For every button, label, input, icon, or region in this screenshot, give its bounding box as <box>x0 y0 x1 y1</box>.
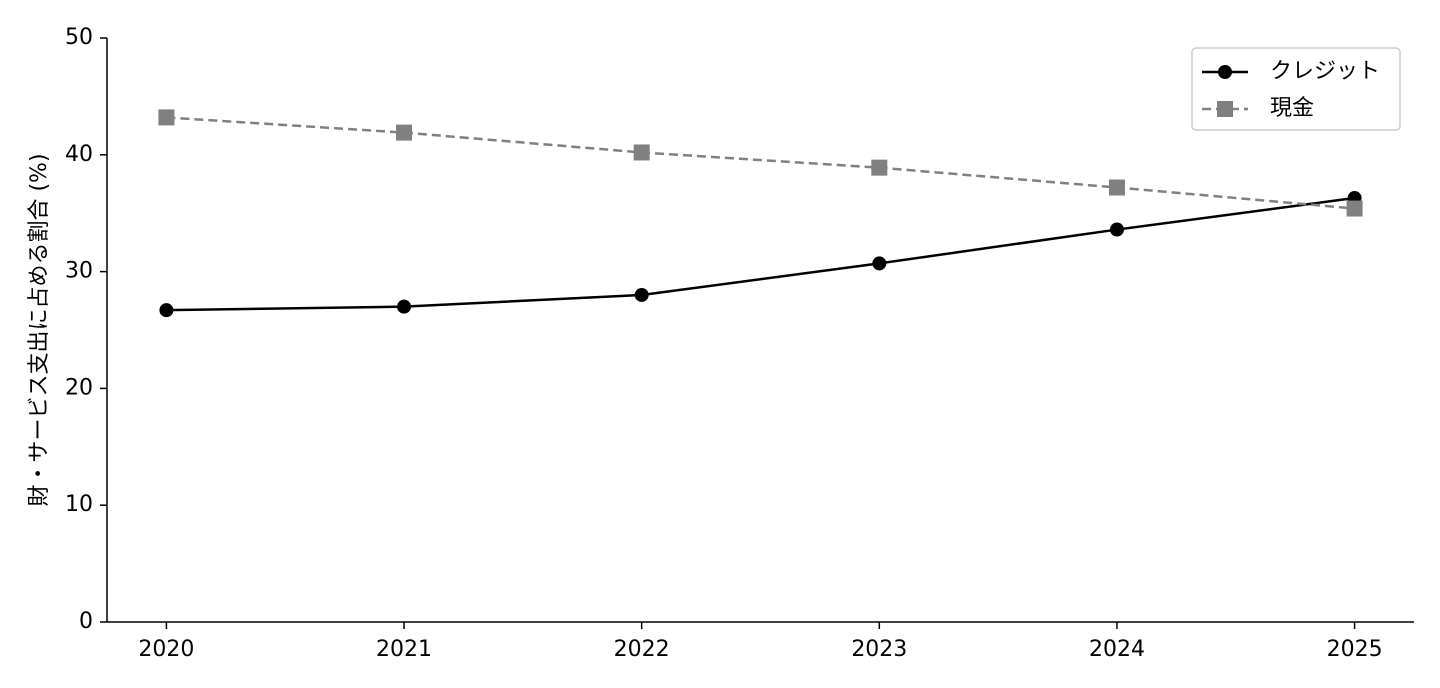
legend-marker <box>1217 101 1233 117</box>
data-point <box>397 299 412 314</box>
legend-label: クレジット <box>1270 59 1380 84</box>
series-line <box>166 116 1355 210</box>
data-point <box>634 287 649 302</box>
y-tick-label: 20 <box>65 375 93 400</box>
data-point <box>633 144 650 161</box>
data-point <box>1109 222 1124 237</box>
y-tick-label: 50 <box>65 25 93 50</box>
legend-marker <box>1218 65 1232 79</box>
y-axis-label: 財・サービス支出に占める割合 (%) <box>27 153 52 506</box>
x-tick-label: 2024 <box>1089 637 1145 662</box>
y-tick-label: 10 <box>65 492 93 517</box>
series-line <box>166 196 1355 312</box>
y-tick-label: 0 <box>79 609 93 634</box>
x-tick-label: 2022 <box>614 637 670 662</box>
data-point <box>1108 179 1125 196</box>
x-tick-label: 2020 <box>138 637 194 662</box>
data-point <box>396 124 413 141</box>
data-point <box>158 109 175 126</box>
x-tick-label: 2021 <box>376 637 432 662</box>
data-point <box>871 159 888 176</box>
data-point <box>872 256 887 271</box>
legend-label: 現金 <box>1270 96 1314 121</box>
data-point <box>159 303 174 318</box>
y-tick-label: 40 <box>65 142 93 167</box>
y-tick-label: 30 <box>65 259 93 284</box>
data-point <box>1346 200 1363 217</box>
x-tick-label: 2025 <box>1327 637 1383 662</box>
x-tick-label: 2023 <box>851 637 907 662</box>
